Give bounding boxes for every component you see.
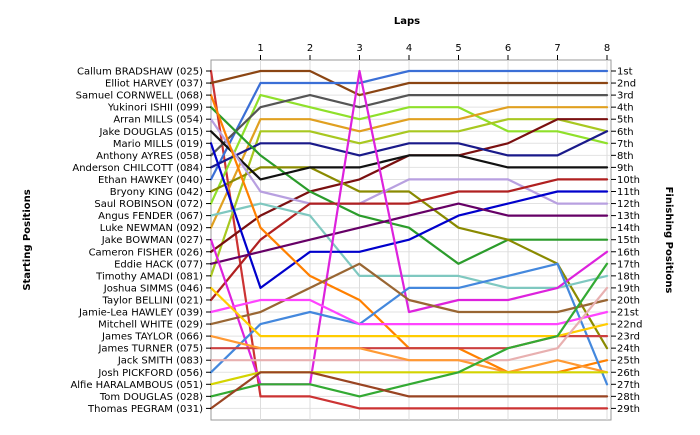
series-line bbox=[209, 130, 609, 181]
x-tick-label: 3 bbox=[356, 43, 362, 54]
finishing-position-label: 16th bbox=[617, 247, 640, 258]
series-line bbox=[209, 298, 609, 326]
series-line bbox=[209, 202, 609, 289]
series-line bbox=[209, 93, 609, 205]
finishing-position-label: 28th bbox=[617, 392, 640, 403]
starting-position-label: Ethan HAWKEY (040) bbox=[98, 175, 203, 186]
starting-position-label: Anthony AYRES (058) bbox=[96, 151, 203, 162]
finishing-position-label: 11th bbox=[617, 187, 640, 198]
finishing-position-label: 1st bbox=[617, 67, 633, 78]
series-line bbox=[209, 142, 609, 289]
starting-position-label: Angus FENDER (067) bbox=[98, 211, 203, 222]
finishing-position-label: 19th bbox=[617, 283, 640, 294]
series-line bbox=[209, 69, 609, 410]
finishing-position-label: 26th bbox=[617, 368, 640, 379]
x-tick-label: 7 bbox=[554, 43, 560, 54]
series-line bbox=[209, 286, 609, 338]
series-line bbox=[209, 118, 609, 277]
x-tick-label: 1 bbox=[257, 43, 263, 54]
starting-position-label: Josh PICKFORD (056) bbox=[97, 368, 203, 379]
starting-position-label: Mitchell WHITE (029) bbox=[98, 320, 203, 331]
series-line bbox=[209, 202, 609, 265]
finishing-position-label: 3rd bbox=[617, 91, 634, 102]
finishing-position-label: 9th bbox=[617, 163, 634, 174]
starting-position-label: Elliot HARVEY (037) bbox=[105, 79, 203, 90]
series-line bbox=[209, 106, 609, 229]
starting-position-label: Alfie HARALAMBOUS (051) bbox=[70, 380, 203, 391]
finishing-position-label: 5th bbox=[617, 115, 634, 126]
starting-position-labels: Callum BRADSHAW (025)Elliot HARVEY (037)… bbox=[70, 67, 211, 415]
starting-position-label: Jamie-Lea HAWLEY (039) bbox=[78, 308, 203, 319]
starting-position-label: Thomas PEGRAM (031) bbox=[87, 404, 203, 415]
starting-position-label: Eddie HACK (077) bbox=[114, 259, 203, 270]
series-line bbox=[209, 371, 609, 410]
x-tick-label: 2 bbox=[307, 43, 313, 54]
series-line bbox=[209, 130, 609, 169]
series-line bbox=[209, 69, 609, 97]
starting-position-label: Joshua SIMMS (046) bbox=[103, 283, 203, 294]
finishing-position-label: 25th bbox=[617, 356, 640, 367]
finishing-position-labels: 1st2nd3rd4th5th6th7th8th9th10th11th12th1… bbox=[611, 67, 642, 415]
finishing-position-label: 8th bbox=[617, 151, 634, 162]
finishing-position-label: 27th bbox=[617, 380, 640, 391]
finishing-position-label: 6th bbox=[617, 127, 634, 138]
right-axis-title: Finishing Positions bbox=[663, 187, 674, 294]
series-line bbox=[209, 335, 609, 374]
finishing-position-label: 2nd bbox=[617, 79, 636, 90]
finishing-position-label: 22nd bbox=[617, 320, 642, 331]
starting-position-label: Luke NEWMAN (092) bbox=[100, 223, 203, 234]
left-axis-title: Starting Positions bbox=[22, 189, 33, 290]
x-tick-label: 4 bbox=[406, 43, 412, 54]
series-line bbox=[209, 166, 609, 350]
x-tick-label: 5 bbox=[455, 43, 461, 54]
finishing-position-label: 23rd bbox=[617, 332, 640, 343]
series-line bbox=[209, 262, 609, 386]
starting-position-label: Mario MILLS (019) bbox=[113, 139, 203, 150]
starting-position-label: Yukinori ISHII (099) bbox=[107, 103, 203, 114]
starting-position-label: Taylor BELLINI (021) bbox=[102, 295, 204, 306]
finishing-position-label: 12th bbox=[617, 199, 640, 210]
finishing-position-label: 18th bbox=[617, 271, 640, 282]
starting-position-label: Tom DOUGLAS (028) bbox=[99, 392, 203, 403]
starting-position-label: Arran MILLS (054) bbox=[113, 115, 203, 126]
x-tick-label: 6 bbox=[505, 43, 511, 54]
x-axis-ticks: 1 2 3 4 5 6 7 8 bbox=[257, 43, 610, 60]
finishing-position-label: 20th bbox=[617, 295, 640, 306]
finishing-position-label: 17th bbox=[617, 259, 640, 270]
series-line bbox=[209, 262, 609, 326]
starting-position-label: Bryony KING (042) bbox=[110, 187, 203, 198]
starting-position-label: Jake BOWMAN (027) bbox=[101, 235, 203, 246]
series-lines bbox=[209, 69, 609, 410]
finishing-position-label: 13th bbox=[617, 211, 640, 222]
series-line bbox=[209, 93, 609, 157]
x-tick-label: 8 bbox=[604, 43, 610, 54]
finishing-position-label: 15th bbox=[617, 235, 640, 246]
starting-position-label: Jake DOUGLAS (015) bbox=[98, 127, 203, 138]
finishing-position-label: 21st bbox=[617, 308, 639, 319]
starting-position-label: James TAYLOR (066) bbox=[101, 332, 203, 343]
starting-position-label: Samuel CORNWELL (068) bbox=[76, 91, 203, 102]
series-line bbox=[209, 262, 609, 398]
x-axis-title: Laps bbox=[394, 16, 420, 27]
finishing-position-label: 4th bbox=[617, 103, 634, 114]
starting-position-label: Saul ROBINSON (072) bbox=[94, 199, 203, 210]
series-line bbox=[209, 178, 609, 302]
finishing-position-label: 14th bbox=[617, 223, 640, 234]
starting-position-label: Anderson CHILCOTT (084) bbox=[72, 163, 203, 174]
finishing-position-label: 29th bbox=[617, 404, 640, 415]
starting-position-label: Cameron FISHER (026) bbox=[89, 247, 204, 258]
starting-position-label: Timothy AMADI (081) bbox=[95, 271, 203, 282]
finishing-position-label: 10th bbox=[617, 175, 640, 186]
finishing-position-label: 7th bbox=[617, 139, 634, 150]
finishing-position-label: 24th bbox=[617, 344, 640, 355]
starting-position-label: Callum BRADSHAW (025) bbox=[77, 67, 203, 78]
starting-position-label: Jack SMITH (083) bbox=[117, 356, 203, 367]
starting-position-label: James TURNER (075) bbox=[97, 344, 203, 355]
series-line bbox=[209, 69, 609, 181]
